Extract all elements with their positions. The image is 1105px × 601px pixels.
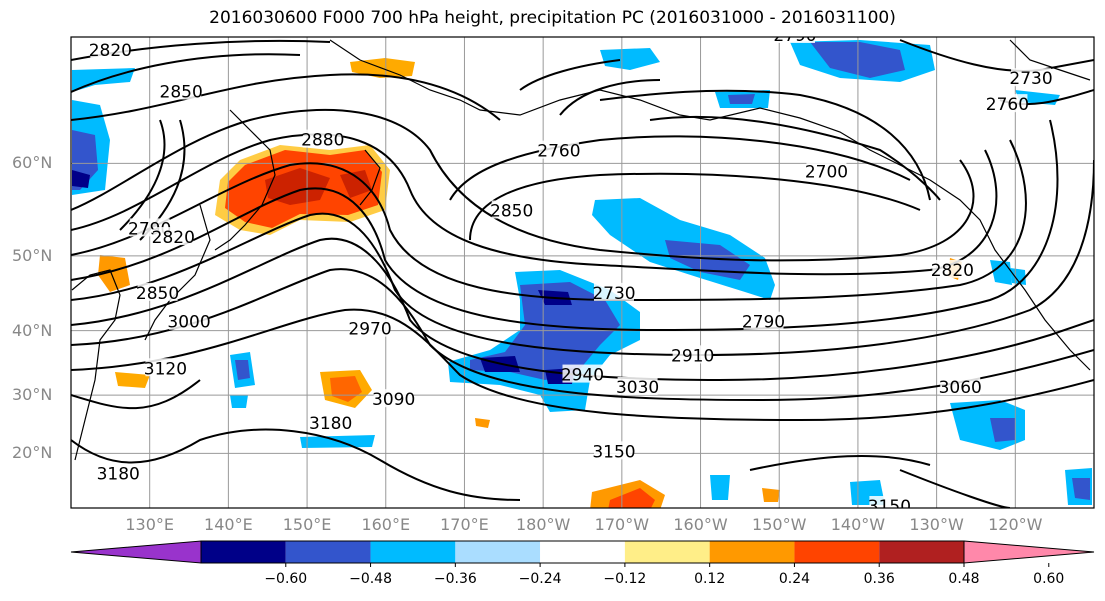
colorbar-tick-label: −0.48 xyxy=(349,571,392,587)
contour-label: 3060 xyxy=(939,378,982,398)
contour-label-background xyxy=(1011,68,1052,87)
contour-label: 2850 xyxy=(160,82,203,102)
longitude-label: 150°E xyxy=(282,515,332,534)
contour-label: 2760 xyxy=(537,142,580,162)
colorbar-tick-label: 0.24 xyxy=(778,571,811,587)
map-panel: 2820 2850 2880 2790 2820 2850 3000 3120 2970 3090… xyxy=(70,26,1095,517)
contour-label-background xyxy=(672,345,713,364)
contour-label: 2970 xyxy=(348,320,391,340)
contour-label: 2730 xyxy=(1009,69,1052,89)
contour-label-background xyxy=(869,496,910,508)
colorbar-segment xyxy=(370,541,456,563)
colorbar-segment xyxy=(540,541,625,563)
contour-label-background xyxy=(310,412,351,431)
contour-label-background xyxy=(350,318,391,337)
contour-label: 3000 xyxy=(167,313,210,333)
longitude-label: 120°W xyxy=(988,515,1043,534)
contour-label: 2910 xyxy=(671,346,714,366)
latitude-label: 30°N xyxy=(12,385,53,405)
longitude-label: 160°E xyxy=(361,515,411,534)
contour-label: 2760 xyxy=(986,95,1029,115)
colorbar-segment xyxy=(201,541,286,563)
map-frame xyxy=(70,36,1095,509)
contour-label: 3120 xyxy=(144,359,187,379)
latitude-label: 40°N xyxy=(12,320,53,340)
contour-label: 2940 xyxy=(561,366,604,386)
colorbar-segment xyxy=(624,541,710,563)
contour-label-background xyxy=(145,358,186,377)
latitude-label: 50°N xyxy=(12,245,53,265)
longitude-label: 130°E xyxy=(125,515,175,534)
colorbar-segment xyxy=(709,541,795,563)
contour-label-background xyxy=(538,140,579,159)
contour-label-background xyxy=(153,227,194,246)
map-title: 2016030600 F000 700 hPa height, precipit… xyxy=(209,8,896,28)
colorbar-tick-label: −0.12 xyxy=(603,571,647,587)
contour-label-background xyxy=(774,37,815,43)
contour-label: 3030 xyxy=(616,378,659,398)
contour-label-background xyxy=(137,282,178,301)
contour-label: 2790 xyxy=(773,26,816,46)
contour-label-background xyxy=(617,377,658,396)
contour-label-background xyxy=(302,129,343,148)
contour-label: 2820 xyxy=(152,228,195,248)
contour-label: 3180 xyxy=(97,465,140,485)
colorbar-tick-label: 0.60 xyxy=(1033,571,1065,587)
contour-label: 3090 xyxy=(372,390,415,410)
contour-label-background xyxy=(987,94,1028,113)
longitude-label: 130°W xyxy=(909,515,964,534)
contour-label-background xyxy=(373,389,414,408)
contour-label: 3150 xyxy=(868,497,911,517)
contour-label: 2700 xyxy=(805,163,848,183)
contour-label-background xyxy=(593,441,634,460)
longitude-label: 170°E xyxy=(440,515,489,534)
contour-label-background xyxy=(562,364,603,383)
colorbar-tick-label: 0.36 xyxy=(863,571,895,587)
contour-labels: 2820 2850 2880 2790 2820 2850 3000 3120 2970 3090… xyxy=(89,26,1053,517)
colorbar-segment xyxy=(285,541,371,563)
colorbar-outline xyxy=(200,540,965,564)
contour-label-background xyxy=(940,377,981,396)
contour-label: 2880 xyxy=(301,131,344,151)
colorbar-segment xyxy=(455,541,541,563)
contour-label-background xyxy=(491,200,532,219)
colorbar-segment xyxy=(879,541,964,563)
coastlines xyxy=(71,39,1091,461)
map-background xyxy=(71,37,1094,508)
colorbar-tick-label: −0.60 xyxy=(264,571,308,587)
contour-label-background xyxy=(98,463,139,482)
longitude-label: 170°W xyxy=(594,515,650,534)
contour-label-background xyxy=(932,259,973,278)
contour-label-background xyxy=(90,40,131,59)
contour-label-background xyxy=(806,161,847,180)
colorbar-tick-label: −0.24 xyxy=(518,571,562,587)
longitude-label: 180°W xyxy=(515,515,571,534)
colorbar xyxy=(70,540,1095,567)
colorbar-tick-label: 0.12 xyxy=(694,571,726,587)
latitude-label: 20°N xyxy=(12,443,53,463)
contour-label: 2820 xyxy=(931,261,974,281)
contour-label-background xyxy=(593,282,634,301)
longitude-label: 150°W xyxy=(752,515,807,534)
longitude-label: 160°W xyxy=(673,515,728,534)
contour-label: 3180 xyxy=(309,414,352,434)
colorbar-segment xyxy=(794,541,880,563)
contour-label-background xyxy=(743,311,784,330)
contour-label: 2790 xyxy=(742,313,785,333)
longitude-label: 140°W xyxy=(830,515,886,534)
colorbar-tick-label: 0.48 xyxy=(948,571,980,587)
contour-label-background xyxy=(161,81,202,100)
contour-label: 2730 xyxy=(592,284,635,304)
contour-label: 3150 xyxy=(592,442,635,462)
colorbar-extend-high xyxy=(963,540,1095,564)
contour-label-background xyxy=(169,311,210,330)
colorbar-extend-low xyxy=(70,540,202,564)
contour-label: 2850 xyxy=(490,201,533,221)
latitude-label: 60°N xyxy=(12,153,53,173)
contour-label: 2820 xyxy=(89,41,132,61)
contour-label: 2850 xyxy=(136,284,179,304)
colorbar-tick-label: −0.36 xyxy=(433,571,477,587)
longitude-label: 140°E xyxy=(204,515,253,534)
